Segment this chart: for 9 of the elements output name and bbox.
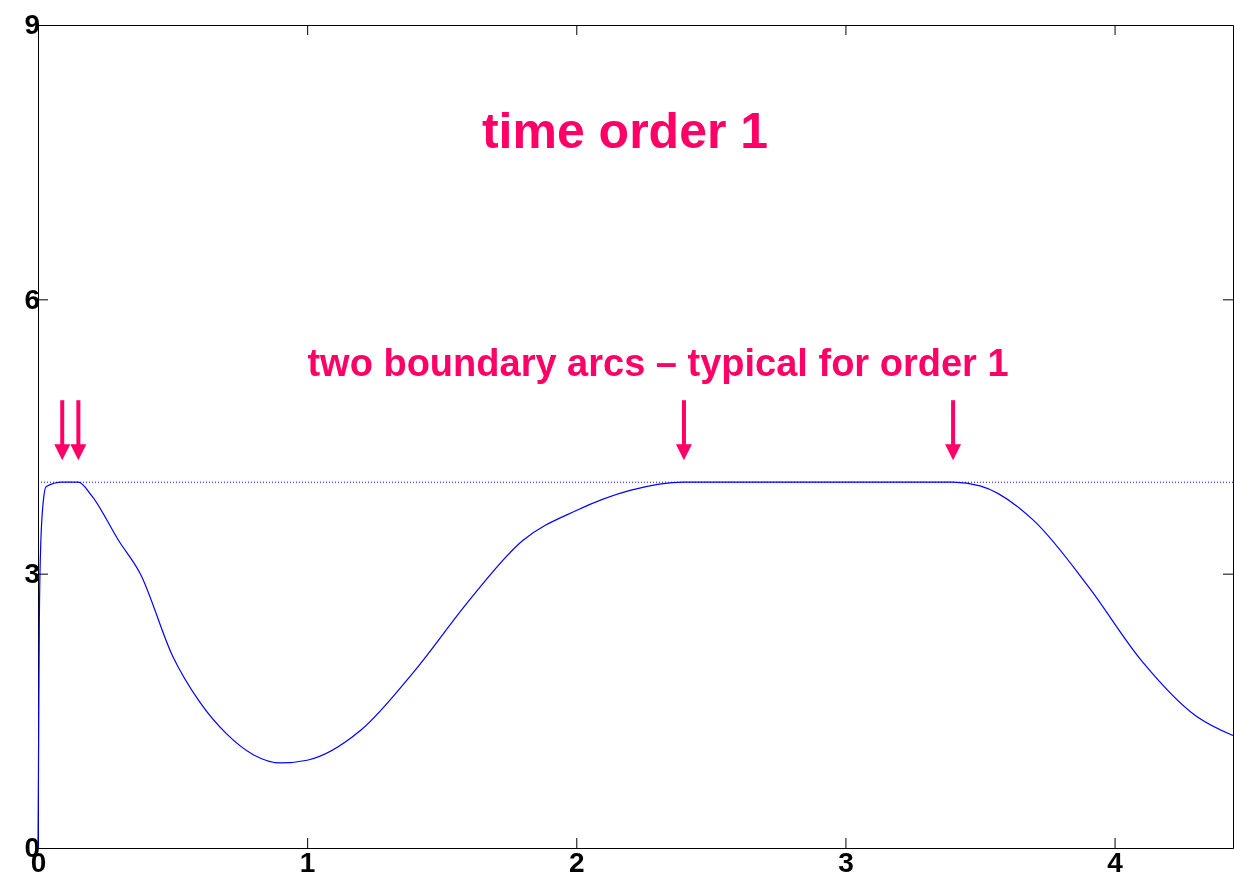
x-tick-label: 2 — [569, 846, 585, 878]
annotation: two boundary arcs – typical for order 1 — [307, 342, 1009, 384]
x-tick-label: 4 — [1107, 846, 1124, 878]
y-tick-label: 6 — [24, 283, 40, 315]
y-tick-label: 9 — [24, 9, 40, 41]
x-tick-label: 1 — [299, 846, 316, 878]
y-tick-label: 3 — [24, 558, 40, 590]
text: time order 1 — [481, 103, 769, 159]
x-tick-label: 3 — [838, 846, 854, 878]
